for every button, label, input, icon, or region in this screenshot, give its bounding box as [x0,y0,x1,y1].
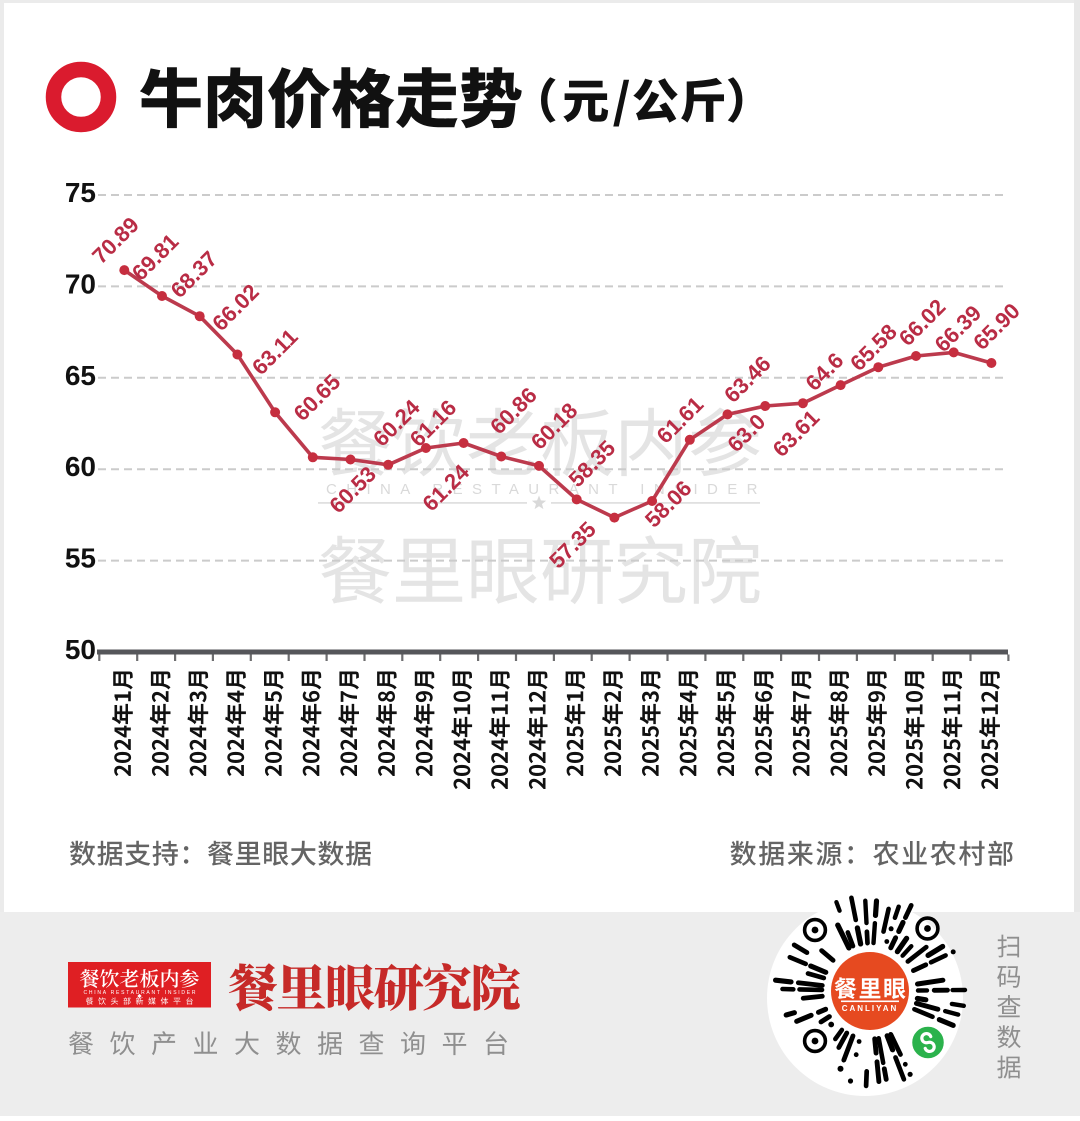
svg-text:70: 70 [65,268,96,299]
svg-text:CHINA RESTAURANT INSIDER: CHINA RESTAURANT INSIDER [326,481,767,498]
svg-text:60: 60 [65,451,96,482]
svg-text:CANLIYAN: CANLIYAN [842,1004,899,1013]
svg-text:75: 75 [65,177,96,208]
svg-text:50: 50 [65,634,96,665]
svg-text:55: 55 [65,543,96,574]
svg-text:65: 65 [65,360,96,391]
